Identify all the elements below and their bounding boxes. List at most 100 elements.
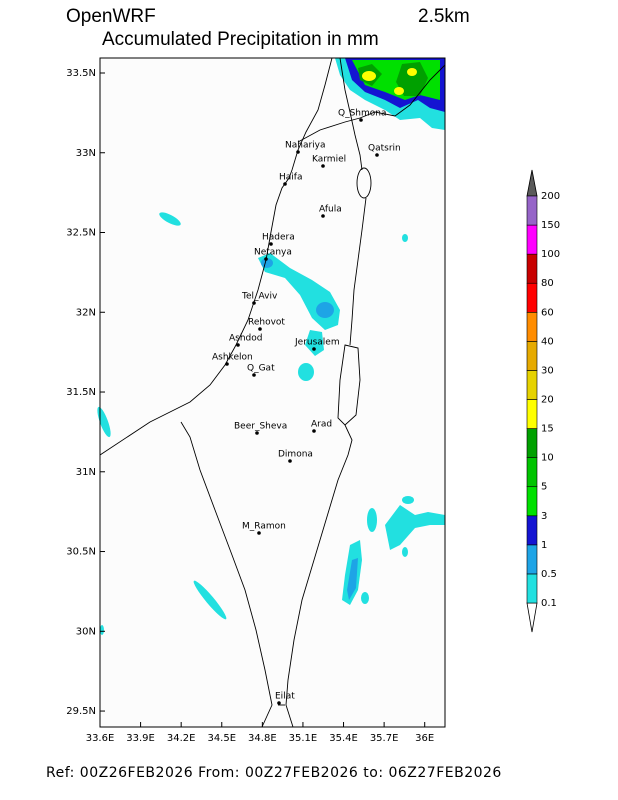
colorbar-under — [526, 602, 538, 633]
border — [349, 197, 367, 346]
city-dot — [269, 242, 273, 246]
city-label: Karmiel — [312, 155, 346, 165]
dead-sea — [337, 344, 361, 426]
colorbar-box — [526, 399, 538, 429]
border — [339, 57, 363, 171]
colorbar-box — [526, 341, 538, 371]
colorbar-box — [526, 224, 538, 255]
precip — [361, 592, 369, 604]
city-dot — [359, 118, 363, 122]
colorbar-label: 1 — [541, 540, 547, 551]
map-frame-bg — [100, 58, 445, 727]
precip — [261, 258, 273, 268]
x-tick-label: 34.5E — [207, 733, 236, 744]
precip — [159, 212, 181, 226]
city-label: Ashkelon — [212, 353, 253, 363]
map: Q_Shmona Nahariya Karmiel Qatsrin Haifa Afula… — [66, 57, 446, 744]
y-tick-label: 31.5N — [66, 387, 96, 398]
city-dot — [312, 347, 316, 351]
x-tick-label: 33.9E — [126, 733, 155, 744]
colorbar-label: 150 — [541, 220, 560, 231]
city-label: Tel_Aviv — [241, 292, 278, 302]
city-label: Jerusalem — [294, 338, 340, 348]
city-dot — [257, 531, 261, 535]
city-dot — [264, 257, 268, 261]
border — [285, 424, 353, 728]
resolution: 2.5km — [418, 6, 470, 27]
precip — [316, 302, 334, 318]
y-tick-label: 33.5N — [66, 68, 96, 79]
y-tick-label: 30.5N — [66, 547, 96, 558]
x-tick-label: 34.2E — [167, 733, 196, 744]
colorbar-label: 3 — [541, 511, 547, 522]
city-label: M_Ramon — [242, 522, 286, 532]
colorbar-box — [526, 311, 538, 342]
colorbar-label: 60 — [541, 307, 554, 318]
colorbar-over — [526, 169, 538, 197]
city-label: Rehovot — [248, 318, 285, 328]
precip — [305, 330, 324, 356]
colorbar-label: 30 — [541, 365, 554, 376]
x-tick-label: 35.1E — [289, 733, 318, 744]
city-dot — [321, 214, 325, 218]
x-tick-label: 35.7E — [370, 733, 399, 744]
precip — [347, 558, 358, 600]
y-tick-label: 31N — [76, 467, 96, 478]
city-label: Eilat — [275, 692, 295, 702]
city-dot — [225, 362, 229, 366]
y-tick-label: 29.5N — [66, 706, 96, 717]
colorbar: 0.1 0.5 1 3 5 10 15 20 30 40 60 80 100 150 200 — [526, 169, 560, 633]
colorbar-label: 80 — [541, 278, 554, 289]
colorbar-label: 10 — [541, 453, 554, 464]
colorbar-label: 40 — [541, 336, 554, 347]
x-tick-label: 33.6E — [86, 733, 115, 744]
precip — [367, 508, 377, 532]
city-dot — [375, 153, 379, 157]
x-tick-label: 35.4E — [329, 733, 358, 744]
colorbar-label: 5 — [541, 482, 547, 493]
title: Accumulated Precipitation in mm — [102, 29, 379, 50]
precip — [298, 363, 314, 381]
precip — [97, 406, 111, 438]
x-tick-label: 36E — [415, 733, 434, 744]
colorbar-label: 20 — [541, 395, 554, 406]
city-label: Arad — [311, 420, 332, 430]
y-tick-label: 32N — [76, 307, 96, 318]
precip — [362, 71, 376, 81]
y-tick-label: 32.5N — [66, 228, 96, 239]
city-label: Nahariya — [285, 141, 326, 151]
colorbar-label: 0.1 — [541, 598, 557, 609]
city-label: Q_Gat — [247, 364, 275, 374]
city-dot — [277, 701, 281, 705]
colorbar-box — [526, 428, 538, 458]
city-label: Ashdod — [229, 334, 262, 344]
footer: Ref: 00Z26FEB2026 From: 00Z27FEB2026 to:… — [46, 765, 502, 781]
colorbar-label: 15 — [541, 424, 554, 435]
border — [180, 421, 273, 728]
precip — [100, 625, 104, 635]
city-label: Afula — [319, 205, 342, 215]
colorbar-box — [526, 544, 538, 575]
border — [297, 64, 446, 143]
colorbar-box — [526, 515, 538, 546]
colorbar-box — [526, 573, 538, 604]
city-label: Haifa — [279, 173, 302, 183]
city-dot — [255, 431, 259, 435]
y-tick-label: 30N — [76, 626, 96, 637]
city-label: Hadera — [262, 233, 295, 243]
model-name: OpenWRF — [66, 6, 156, 27]
city-label: Netanya — [254, 248, 292, 258]
city-label: Dimona — [278, 450, 313, 460]
colorbar-box — [526, 282, 538, 313]
city-dot — [252, 373, 256, 377]
lake — [356, 167, 372, 199]
city-dot — [321, 164, 325, 168]
city-dot — [236, 343, 240, 347]
colorbar-box — [526, 457, 538, 488]
colorbar-box — [526, 370, 538, 400]
city-dot — [288, 459, 292, 463]
colorbar-label: 0.5 — [541, 569, 557, 580]
precip-areas — [97, 58, 445, 635]
y-tick-label: 33N — [76, 148, 96, 159]
